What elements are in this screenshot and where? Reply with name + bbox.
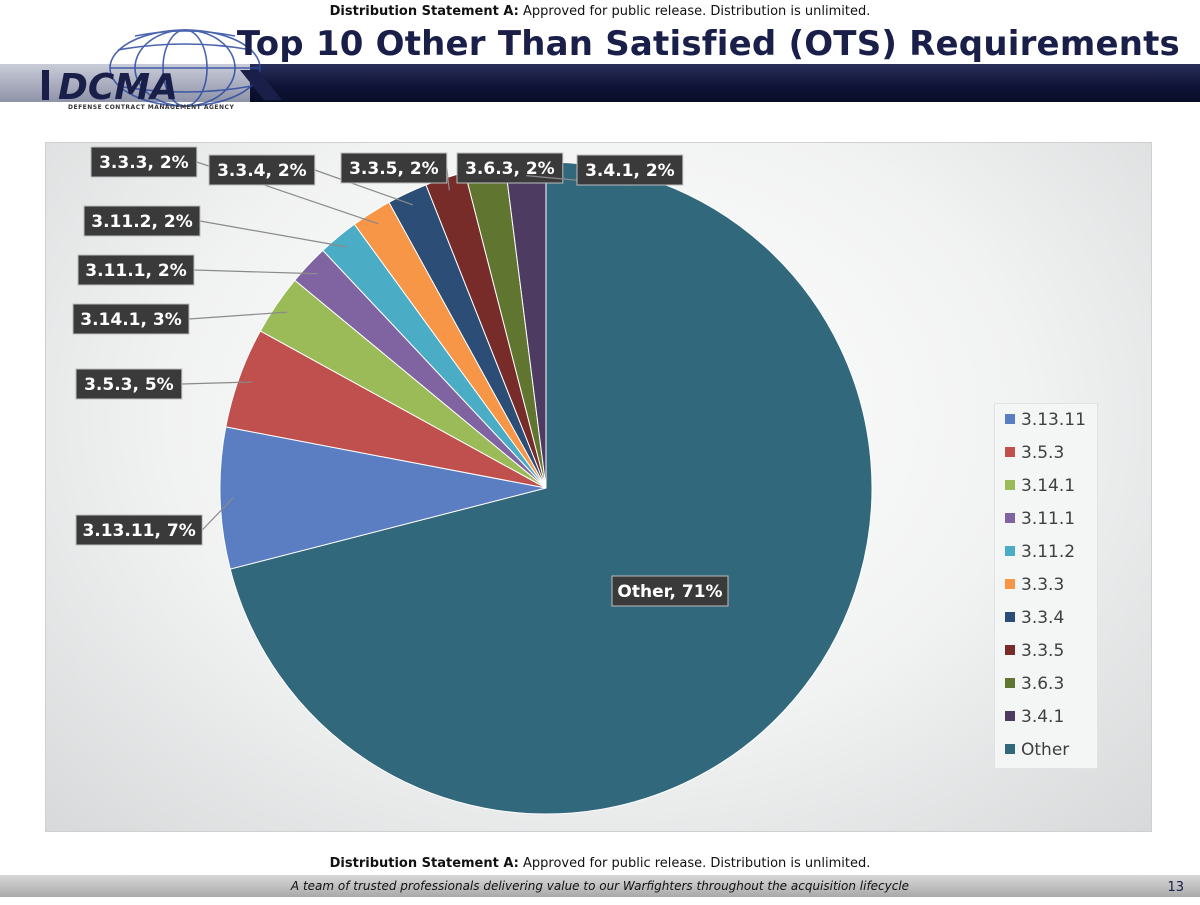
svg-text:3.11.2, 2%: 3.11.2, 2% <box>91 212 192 232</box>
page-title: Top 10 Other Than Satisfied (OTS) Requir… <box>236 24 1180 64</box>
globe-icon <box>109 29 261 107</box>
data-label-3-3-5: 3.3.5, 2% <box>340 152 448 184</box>
data-label-3-6-3: 3.6.3, 2% <box>456 152 564 184</box>
legend-item-3-4-1: 3.4.1 <box>1005 707 1064 727</box>
legend-item-3-3-3: 3.3.3 <box>1005 575 1064 595</box>
dcma-logo: DCMA <box>42 29 282 108</box>
legend-swatch <box>1005 744 1015 754</box>
legend-item-3-13-11: 3.13.11 <box>1005 410 1086 430</box>
legend-label: Other <box>1021 740 1070 760</box>
page-number: 13 <box>1167 880 1184 895</box>
distribution-label: Distribution Statement A: <box>329 4 519 19</box>
legend-swatch <box>1005 513 1015 523</box>
header-bar-accent <box>0 64 250 102</box>
legend-item-other: Other <box>1005 740 1069 760</box>
legend-swatch <box>1005 711 1015 721</box>
chart-legend: 3.13.11 3.5.3 3.14.1 3.11.1 3.11.2 3.3.3 3.3.4… <box>994 403 1098 769</box>
legend-swatch <box>1005 678 1015 688</box>
distribution-text: Approved for public release. Distributio… <box>518 4 871 19</box>
legend-item-3-14-1: 3.14.1 <box>1005 476 1075 496</box>
distribution-text-bottom: Approved for public release. Distributio… <box>518 856 871 871</box>
legend-label: 3.11.1 <box>1021 509 1076 529</box>
legend-label: 3.13.11 <box>1021 410 1086 430</box>
legend-item-3-6-3: 3.6.3 <box>1005 674 1064 694</box>
distribution-statement-top: Distribution Statement A: Approved for p… <box>0 4 1200 19</box>
legend-item-3-11-1: 3.11.1 <box>1005 509 1075 529</box>
legend-label: 3.5.3 <box>1021 443 1065 463</box>
legend-item-3-5-3: 3.5.3 <box>1005 443 1064 463</box>
leader-line-3-11-1 <box>193 269 318 275</box>
leader-line-3-11-2 <box>199 220 347 248</box>
legend-swatch <box>1005 480 1015 490</box>
svg-text:3.6.3, 2%: 3.6.3, 2% <box>465 159 555 179</box>
leader-line-3-13-11 <box>201 497 234 531</box>
leader-line-3-3-4 <box>314 169 413 206</box>
data-label-3-13-11: 3.13.11, 7% <box>75 514 203 546</box>
legend-item-3-11-2: 3.11.2 <box>1005 542 1075 562</box>
legend-label: 3.6.3 <box>1021 674 1065 694</box>
legend-label: 3.3.5 <box>1021 641 1065 661</box>
svg-text:3.13.11, 7%: 3.13.11, 7% <box>82 521 195 541</box>
legend-swatch <box>1005 645 1015 655</box>
footer-tagline: A team of trusted professionals deliveri… <box>290 879 910 893</box>
data-label-3-14-1: 3.14.1, 3% <box>72 303 190 335</box>
legend-swatch <box>1005 612 1015 622</box>
legend-label: 3.3.4 <box>1021 608 1065 628</box>
leader-line-3-5-3 <box>181 381 252 385</box>
data-label-3-4-1: 3.4.1, 2% <box>576 154 684 186</box>
legend-label: 3.3.3 <box>1021 575 1065 595</box>
legend-label: 3.4.1 <box>1021 707 1065 727</box>
svg-text:Other, 71%: Other, 71% <box>617 582 722 602</box>
legend-label: 3.11.2 <box>1021 542 1076 562</box>
data-label-other: Other, 71% <box>611 575 729 607</box>
legend-item-3-3-5: 3.3.5 <box>1005 641 1064 661</box>
data-label-3-11-2: 3.11.2, 2% <box>83 205 201 237</box>
data-label-3-11-1: 3.11.1, 2% <box>77 254 195 286</box>
pie-slice-3-13-11 <box>219 426 547 570</box>
svg-text:3.3.3, 2%: 3.3.3, 2% <box>99 153 189 173</box>
svg-text:3.11.1, 2%: 3.11.1, 2% <box>85 261 186 281</box>
svg-text:3.5.3, 5%: 3.5.3, 5% <box>84 375 174 395</box>
distribution-label-bottom: Distribution Statement A: <box>329 856 519 871</box>
footer-bar <box>0 875 1200 897</box>
svg-text:3.14.1, 3%: 3.14.1, 3% <box>80 310 181 330</box>
pie-slice-other <box>229 161 873 815</box>
logo-text: DCMA <box>58 67 178 108</box>
distribution-statement-bottom: Distribution Statement A: Approved for p… <box>0 856 1200 871</box>
svg-text:3.3.5, 2%: 3.3.5, 2% <box>349 159 439 179</box>
svg-text:3.3.4, 2%: 3.3.4, 2% <box>217 161 307 181</box>
legend-swatch <box>1005 447 1015 457</box>
legend-swatch <box>1005 579 1015 589</box>
legend-swatch <box>1005 546 1015 556</box>
leader-line-3-14-1 <box>188 311 288 320</box>
data-label-3-3-3: 3.3.3, 2% <box>90 146 198 178</box>
legend-item-3-3-4: 3.3.4 <box>1005 608 1064 628</box>
logo-tagline: DEFENSE CONTRACT MANAGEMENT AGENCY <box>68 104 235 111</box>
legend-label: 3.14.1 <box>1021 476 1076 496</box>
data-label-3-3-4: 3.3.4, 2% <box>208 154 316 186</box>
legend-swatch <box>1005 414 1015 424</box>
svg-text:3.4.1, 2%: 3.4.1, 2% <box>585 161 675 181</box>
data-label-3-5-3: 3.5.3, 5% <box>75 368 183 400</box>
